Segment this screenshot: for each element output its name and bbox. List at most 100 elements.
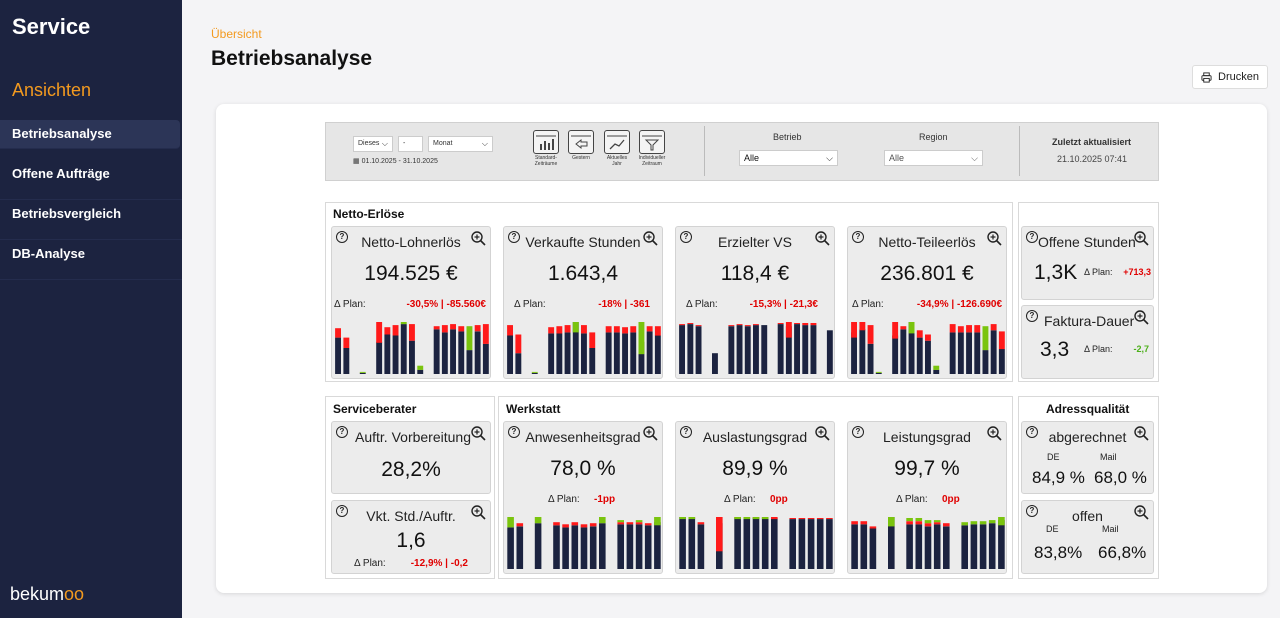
bar-segment-delta	[777, 323, 784, 324]
bar-segment-ist	[777, 324, 784, 374]
bar-segment-delta	[736, 324, 743, 326]
help-icon[interactable]: ?	[852, 426, 864, 438]
bar-segment-ist	[507, 527, 514, 569]
region-dropdown[interactable]: Alle ⌵	[884, 150, 983, 166]
sidebar-item-db-analyse[interactable]: DB-Analyse	[0, 240, 182, 280]
zoom-icon[interactable]	[986, 425, 1002, 441]
quick-aktuelles-jahr[interactable]: Aktuelles Jahr	[603, 130, 631, 167]
zoom-icon[interactable]	[1133, 425, 1149, 441]
betrieb-dropdown[interactable]: Alle ⌵	[739, 150, 838, 166]
plan-value: -34,9% | -126.690€	[916, 299, 1002, 310]
date-range[interactable]: ▦ 01.10.2025 - 31.10.2025	[353, 157, 438, 165]
quick-standard-zeitraeume[interactable]: Standard- Zeiträume	[532, 130, 560, 167]
bar-segment-over	[924, 520, 932, 524]
plan-value: +713,3	[1123, 267, 1151, 277]
tile-netto-teileerloes[interactable]: ? Netto-Teileerlös 236.801 € Δ Plan: -34…	[847, 226, 1007, 379]
help-icon[interactable]: ?	[1026, 310, 1038, 322]
sidebar-item-offene-auftraege[interactable]: Offene Aufträge	[0, 160, 182, 200]
de-value: 84,9 %	[1032, 468, 1085, 487]
tile-auftr-vorbereitung[interactable]: ? Auftr. Vorbereitung 28,2%	[331, 421, 491, 494]
tile-faktura-dauer[interactable]: ? Faktura-Dauer 3,3 Δ Plan: -2,7	[1021, 305, 1154, 379]
tile-title: Netto-Teileerlös	[878, 234, 976, 250]
help-icon[interactable]: ?	[680, 426, 692, 438]
zoom-icon[interactable]	[1133, 230, 1149, 246]
bar-segment-ist	[679, 325, 685, 374]
werkstatt-heading: Werkstatt	[506, 402, 561, 416]
plan-value: -18% | -361	[598, 299, 650, 310]
bar-segment-delta	[626, 522, 634, 525]
help-icon[interactable]: ?	[336, 426, 348, 438]
zoom-icon[interactable]	[642, 230, 658, 246]
plan-value: -2,7	[1133, 344, 1149, 354]
zoom-icon[interactable]	[814, 230, 830, 246]
help-icon[interactable]: ?	[508, 231, 520, 243]
help-icon[interactable]: ?	[1026, 231, 1038, 243]
help-icon[interactable]: ?	[1026, 426, 1038, 438]
bar-segment-delta	[744, 325, 751, 327]
mail-label: Mail	[1102, 524, 1119, 534]
bar-segment-ist	[851, 332, 857, 374]
plan-value: -1pp	[594, 494, 616, 505]
bar-segment-delta	[794, 323, 800, 324]
logo-text: bekum	[10, 584, 65, 604]
zoom-icon[interactable]	[470, 230, 486, 246]
plan-label: Δ Plan:	[724, 494, 756, 505]
tile-anwesenheitsgrad[interactable]: ? Anwesenheitsgrad 78,0 % Δ Plan: -1pp	[503, 421, 663, 574]
bar-segment-delta	[943, 523, 950, 527]
zoom-icon[interactable]	[1133, 504, 1149, 520]
period-select[interactable]: Dieses ⌵	[353, 136, 393, 152]
zoom-icon[interactable]	[470, 504, 486, 520]
bar-segment-delta	[635, 522, 643, 525]
help-icon[interactable]: ?	[680, 231, 692, 243]
tile-offene-stunden[interactable]: ? Offene Stunden 1,3K Δ Plan: +713,3	[1021, 226, 1154, 300]
bar-segment-ist	[990, 330, 997, 374]
bar-segment-ist	[816, 519, 824, 569]
plan-label: Δ Plan:	[354, 558, 386, 569]
zoom-icon[interactable]	[642, 425, 658, 441]
bar-segment-delta	[859, 322, 866, 331]
quick-gestern[interactable]: Gestern	[567, 130, 595, 161]
bar-segment-ist	[646, 331, 653, 374]
help-icon[interactable]: ?	[508, 426, 520, 438]
tile-auslastungsgrad[interactable]: ? Auslastungsgrad 89,9 % Δ Plan: 0pp	[675, 421, 835, 574]
bar-segment-ist	[688, 518, 696, 569]
bar-segment-ist	[531, 373, 538, 374]
bar-segment-ist	[949, 332, 956, 374]
sidebar-item-betriebsvergleich[interactable]: Betriebsvergleich	[0, 200, 182, 240]
tile-vkt-std-auftr[interactable]: ? Vkt. Std./Auftr. 1,6 Δ Plan: -12,9% | …	[331, 500, 491, 574]
zoom-icon[interactable]	[814, 425, 830, 441]
bar-segment-delta	[916, 330, 923, 338]
bar-segment-delta	[409, 324, 415, 341]
tile-value: 118,4 €	[720, 262, 790, 285]
tile-offen[interactable]: ? offen DE Mail 83,8% 66,8%	[1021, 500, 1154, 574]
zoom-icon[interactable]	[986, 230, 1002, 246]
tile-value: 1,6	[396, 529, 426, 552]
tile-erzielter-vs[interactable]: ? Erzielter VS 118,4 € Δ Plan: -15,3% | …	[675, 226, 835, 379]
bar-segment-delta	[816, 518, 824, 519]
help-icon[interactable]: ?	[336, 505, 348, 517]
bar-segment-ist	[548, 333, 555, 374]
help-icon[interactable]: ?	[852, 231, 864, 243]
bar-segment-ist	[743, 518, 751, 569]
tile-verkaufte-stunden[interactable]: ? Verkaufte Stunden 1.643,4 Δ Plan: -18%…	[503, 226, 663, 379]
tile-netto-lohnerloes[interactable]: ? Netto-Lohnerlös 194.525 € Δ Plan: -30,…	[331, 226, 491, 379]
bar-segment-ist	[860, 524, 868, 569]
period-unit-select[interactable]: Monat ⌵	[428, 136, 493, 152]
tile-abgerechnet[interactable]: ? abgerechnet DE Mail 84,9 % 68,0 %	[1021, 421, 1154, 494]
help-icon[interactable]: ?	[1026, 505, 1038, 517]
tile-leistungsgrad[interactable]: ? Leistungsgrad 99,7 % Δ Plan: 0pp	[847, 421, 1007, 574]
bar-segment-ist	[908, 322, 915, 374]
zoom-icon[interactable]	[1133, 309, 1149, 325]
help-icon[interactable]: ?	[336, 231, 348, 243]
breadcrumb[interactable]: Übersicht	[211, 27, 262, 41]
quick-individueller-zeitraum[interactable]: Individueller Zeitraum	[638, 130, 666, 167]
bar-segment-ist	[630, 332, 637, 374]
sidebar-item-betriebsanalyse[interactable]: Betriebsanalyse	[0, 120, 180, 149]
arrow-left-icon	[568, 130, 594, 154]
period-offset-select[interactable]: -	[398, 136, 423, 152]
zoom-icon[interactable]	[470, 425, 486, 441]
print-button[interactable]: Drucken	[1192, 65, 1268, 89]
bar-segment-ist	[789, 519, 796, 569]
bar-segment-ist	[450, 329, 456, 374]
bar-segment-ist	[916, 337, 923, 374]
